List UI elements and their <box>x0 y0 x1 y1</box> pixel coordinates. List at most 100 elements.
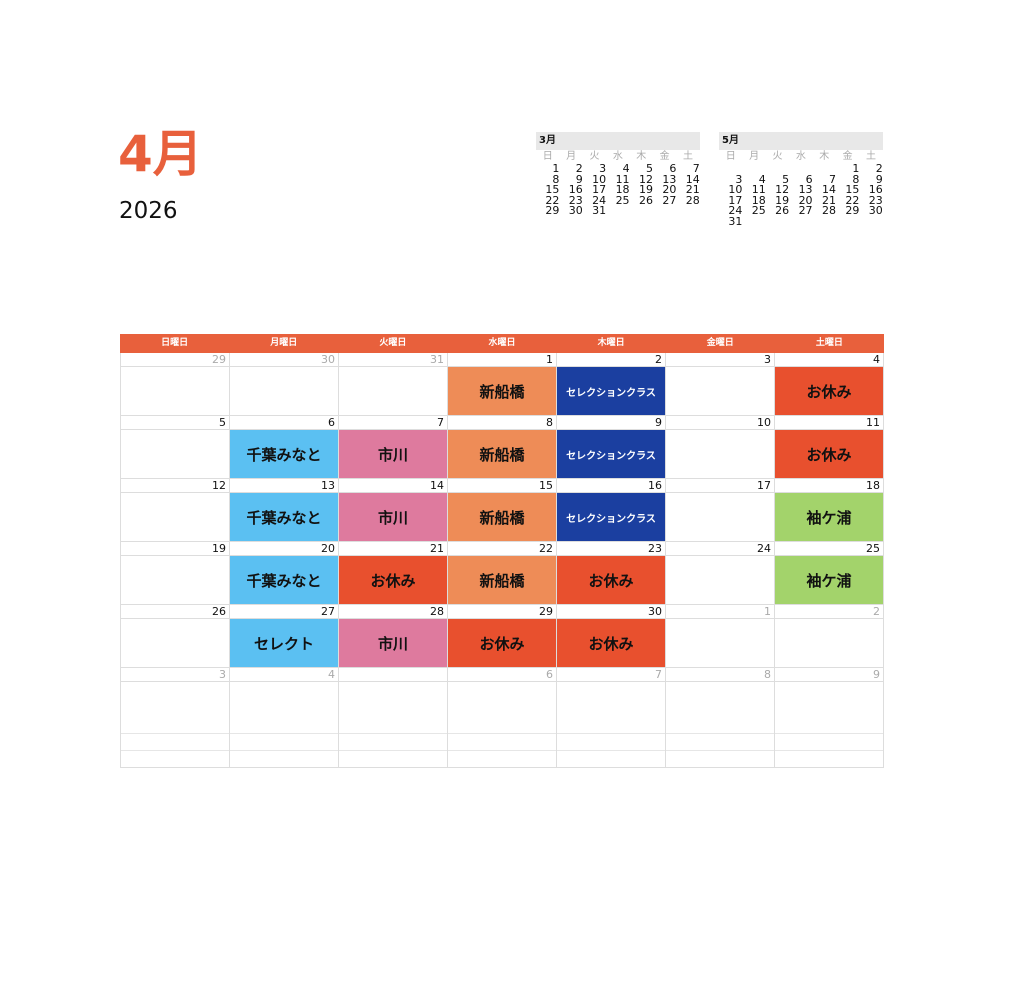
empty-day-area[interactable] <box>121 556 229 604</box>
event-block[interactable]: 市川 <box>339 430 447 478</box>
mini-day[interactable]: 19 <box>775 193 790 207</box>
event-block[interactable]: お休み <box>448 619 556 667</box>
event-block[interactable]: 新船橋 <box>448 556 556 604</box>
day-cell[interactable]: 8 <box>665 668 774 768</box>
mini-day[interactable]: 26 <box>638 193 653 207</box>
mini-day[interactable]: 9 <box>575 172 583 186</box>
mini-day[interactable]: 20 <box>662 183 677 196</box>
mini-day[interactable]: 17 <box>728 193 743 207</box>
mini-day[interactable]: 6 <box>805 172 813 186</box>
mini-day[interactable]: 30 <box>568 204 583 217</box>
mini-day[interactable]: 17 <box>592 183 607 196</box>
mini-day[interactable]: 7 <box>828 172 836 186</box>
empty-day-area[interactable] <box>121 493 229 541</box>
day-cell[interactable]: 20 千葉みなと <box>229 542 338 605</box>
day-cell[interactable]: 9 <box>774 668 884 768</box>
event-block[interactable]: セレクションクラス <box>557 367 665 415</box>
mini-day[interactable] <box>630 206 653 217</box>
day-cell[interactable]: 14 市川 <box>338 479 447 542</box>
day-cell[interactable]: 1 新船橋 <box>447 353 556 416</box>
mini-day[interactable]: 10 <box>728 183 743 196</box>
day-cell[interactable]: 19 <box>120 542 229 605</box>
day-cell[interactable]: 12 <box>120 479 229 542</box>
mini-day[interactable]: 27 <box>798 204 813 217</box>
empty-day-area[interactable] <box>339 367 447 415</box>
empty-day-area[interactable] <box>666 367 774 415</box>
event-block[interactable]: 千葉みなと <box>230 430 338 478</box>
empty-day-area[interactable] <box>666 430 774 478</box>
day-cell[interactable]: 5 <box>120 416 229 479</box>
empty-day-area[interactable] <box>121 619 229 667</box>
mini-day[interactable]: 15 <box>845 183 860 196</box>
mini-day[interactable] <box>653 206 676 217</box>
day-cell[interactable]: 4 お休み <box>774 353 884 416</box>
mini-day[interactable]: 14 <box>685 172 700 186</box>
mini-day[interactable]: 6 <box>669 162 677 175</box>
mini-day[interactable]: 16 <box>568 183 583 196</box>
day-cell[interactable]: 10 <box>665 416 774 479</box>
mini-day[interactable]: 19 <box>638 183 653 196</box>
event-block[interactable]: 新船橋 <box>448 367 556 415</box>
day-cell[interactable]: 2 <box>774 605 884 668</box>
day-cell[interactable]: 4 <box>229 668 338 768</box>
day-cell[interactable]: 1 <box>665 605 774 668</box>
empty-day-area[interactable] <box>775 619 883 667</box>
mini-day[interactable]: 18 <box>615 183 630 196</box>
mini-day[interactable]: 11 <box>751 183 766 196</box>
mini-day[interactable]: 22 <box>545 193 560 207</box>
mini-day[interactable]: 24 <box>728 204 743 217</box>
event-block[interactable]: セレクションクラス <box>557 493 665 541</box>
event-block[interactable]: 市川 <box>339 619 447 667</box>
day-cell[interactable]: 13 千葉みなと <box>229 479 338 542</box>
day-cell[interactable]: 31 <box>338 353 447 416</box>
day-cell[interactable]: 29 お休み <box>447 605 556 668</box>
mini-day[interactable] <box>836 217 859 228</box>
empty-day-area[interactable] <box>121 367 229 415</box>
empty-day-area[interactable] <box>339 682 447 734</box>
mini-day[interactable]: 12 <box>775 183 790 196</box>
mini-day[interactable]: 2 <box>575 162 583 175</box>
mini-day[interactable]: 22 <box>845 193 860 207</box>
day-cell[interactable]: 29 <box>120 353 229 416</box>
mini-day[interactable]: 4 <box>622 162 630 175</box>
mini-day[interactable] <box>742 217 765 228</box>
mini-day[interactable]: 15 <box>545 183 560 196</box>
day-cell[interactable]: 9 セレクションクラス <box>556 416 665 479</box>
empty-day-area[interactable] <box>230 682 338 734</box>
mini-day[interactable]: 23 <box>568 193 583 207</box>
day-cell[interactable]: 25 袖ケ浦 <box>774 542 884 605</box>
empty-day-area[interactable] <box>121 430 229 478</box>
mini-day[interactable]: 13 <box>798 183 813 196</box>
mini-day[interactable]: 24 <box>592 193 607 207</box>
day-cell[interactable]: 2 セレクションクラス <box>556 353 665 416</box>
mini-day[interactable]: 3 <box>735 172 743 186</box>
empty-day-area[interactable] <box>230 367 338 415</box>
mini-day[interactable]: 29 <box>545 204 560 217</box>
day-cell[interactable]: 21 お休み <box>338 542 447 605</box>
day-cell[interactable]: 6 千葉みなと <box>229 416 338 479</box>
empty-day-area[interactable] <box>666 556 774 604</box>
mini-day[interactable]: 25 <box>751 204 766 217</box>
event-block[interactable]: 千葉みなと <box>230 493 338 541</box>
mini-day[interactable]: 2 <box>875 162 883 175</box>
event-block[interactable]: セレクト <box>230 619 338 667</box>
mini-day[interactable]: 29 <box>845 204 860 217</box>
event-block[interactable]: 袖ケ浦 <box>775 556 883 604</box>
day-cell[interactable]: 11 お休み <box>774 416 884 479</box>
mini-day[interactable]: 5 <box>645 162 653 175</box>
mini-day[interactable]: 18 <box>751 193 766 207</box>
empty-day-area[interactable] <box>666 493 774 541</box>
mini-day[interactable] <box>813 217 836 228</box>
day-cell[interactable]: 3 <box>665 353 774 416</box>
day-cell[interactable]: 8 新船橋 <box>447 416 556 479</box>
empty-day-area[interactable] <box>557 682 665 734</box>
day-cell[interactable]: 17 <box>665 479 774 542</box>
mini-day[interactable]: 25 <box>615 193 630 207</box>
day-cell[interactable]: 28 市川 <box>338 605 447 668</box>
event-block[interactable]: お休み <box>775 430 883 478</box>
day-cell[interactable]: 24 <box>665 542 774 605</box>
mini-day[interactable]: 23 <box>868 193 883 207</box>
day-cell[interactable]: 27 セレクト <box>229 605 338 668</box>
empty-day-area[interactable] <box>666 619 774 667</box>
mini-day[interactable]: 8 <box>852 172 860 186</box>
